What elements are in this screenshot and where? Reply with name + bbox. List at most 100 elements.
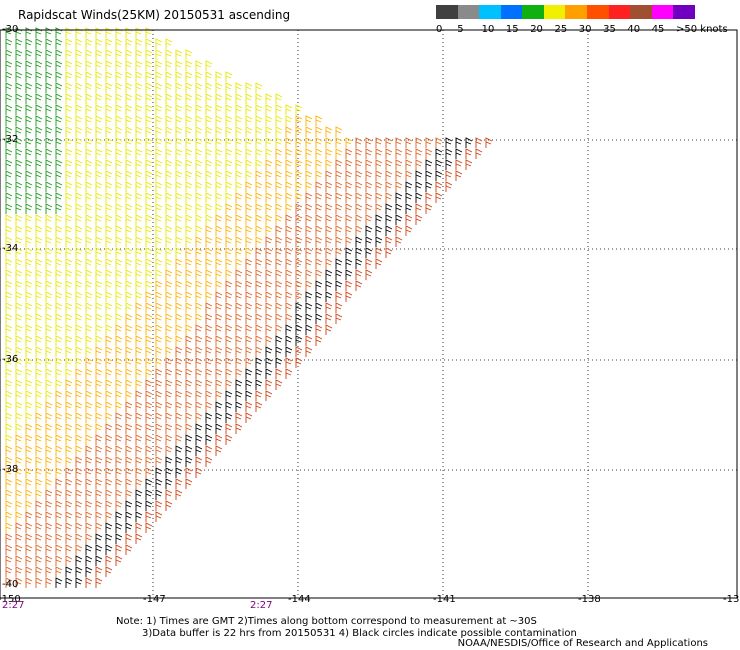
wind-barb (35, 291, 43, 302)
wind-barb (225, 225, 233, 236)
wind-barb (45, 577, 53, 588)
wind-barb (125, 60, 133, 71)
wind-barb (75, 313, 83, 324)
wind-barb (275, 368, 283, 379)
wind-barb (145, 335, 153, 346)
wind-barb (45, 104, 53, 115)
wind-barb (5, 82, 13, 93)
wind-barb (395, 148, 403, 159)
wind-barb (315, 115, 323, 126)
wind-barb (75, 291, 83, 302)
wind-barb (35, 324, 43, 335)
wind-barb (125, 159, 133, 170)
wind-barb (155, 280, 163, 291)
wind-barb (25, 93, 33, 104)
wind-barb (135, 511, 143, 522)
wind-barb (5, 170, 13, 181)
wind-barb (25, 335, 33, 346)
wind-barb (75, 566, 83, 577)
wind-barb (295, 148, 303, 159)
wind-barb (5, 445, 13, 456)
wind-barb (305, 302, 313, 313)
wind-barb (95, 577, 103, 588)
wind-barb (15, 357, 23, 368)
wind-barb (95, 115, 103, 126)
wind-barb (165, 258, 173, 269)
wind-barb (345, 258, 353, 269)
wind-barb (55, 225, 63, 236)
wind-barb (35, 478, 43, 489)
wind-barb (135, 302, 143, 313)
wind-barb (175, 104, 183, 115)
wind-barb (185, 269, 193, 280)
wind-barb (135, 423, 143, 434)
wind-barb (265, 148, 273, 159)
wind-barb (305, 225, 313, 236)
wind-barb (155, 335, 163, 346)
wind-barb (55, 434, 63, 445)
wind-barb (245, 401, 253, 412)
wind-barb (75, 214, 83, 225)
wind-barb (235, 412, 243, 423)
wind-barb (335, 203, 343, 214)
wind-barb (205, 302, 213, 313)
wind-barb (225, 412, 233, 423)
wind-barb (315, 170, 323, 181)
wind-barb (115, 71, 123, 82)
wind-barb (85, 566, 93, 577)
wind-barb (155, 181, 163, 192)
wind-barb (65, 357, 73, 368)
wind-barb (335, 170, 343, 181)
wind-barb (285, 192, 293, 203)
wind-barb (215, 269, 223, 280)
wind-barb (165, 467, 173, 478)
wind-barb (5, 500, 13, 511)
wind-barb (315, 313, 323, 324)
wind-barb (15, 434, 23, 445)
wind-barb (15, 104, 23, 115)
wind-barb (285, 236, 293, 247)
wind-barb (345, 181, 353, 192)
wind-barb (215, 335, 223, 346)
wind-barb (45, 368, 53, 379)
wind-barb (305, 346, 313, 357)
wind-barb (175, 203, 183, 214)
wind-barb (195, 181, 203, 192)
wind-barb (65, 258, 73, 269)
wind-barb (45, 115, 53, 126)
wind-barb (165, 368, 173, 379)
wind-barb (155, 247, 163, 258)
wind-barb (245, 137, 253, 148)
wind-barb (155, 467, 163, 478)
wind-barb (155, 93, 163, 104)
wind-barb (195, 60, 203, 71)
colorbar-segment (608, 5, 631, 19)
wind-barb (265, 280, 273, 291)
wind-barb (15, 346, 23, 357)
wind-barb (35, 544, 43, 555)
wind-barb (85, 214, 93, 225)
wind-barb (175, 192, 183, 203)
wind-barb (95, 291, 103, 302)
wind-barb (235, 203, 243, 214)
wind-barb (295, 291, 303, 302)
wind-barb (365, 258, 373, 269)
wind-barb (175, 335, 183, 346)
wind-barb (55, 511, 63, 522)
wind-barb (225, 368, 233, 379)
wind-barb (135, 335, 143, 346)
wind-barb (335, 126, 343, 137)
wind-barb (385, 236, 393, 247)
wind-barb (105, 544, 113, 555)
wind-barb (135, 115, 143, 126)
wind-barb (295, 104, 303, 115)
wind-barb (155, 489, 163, 500)
wind-barb (175, 247, 183, 258)
wind-barb (225, 258, 233, 269)
wind-barb (175, 456, 183, 467)
wind-barb (35, 148, 43, 159)
wind-barb (185, 335, 193, 346)
wind-barb (425, 137, 433, 148)
wind-barb (375, 247, 383, 258)
wind-barb (115, 533, 123, 544)
